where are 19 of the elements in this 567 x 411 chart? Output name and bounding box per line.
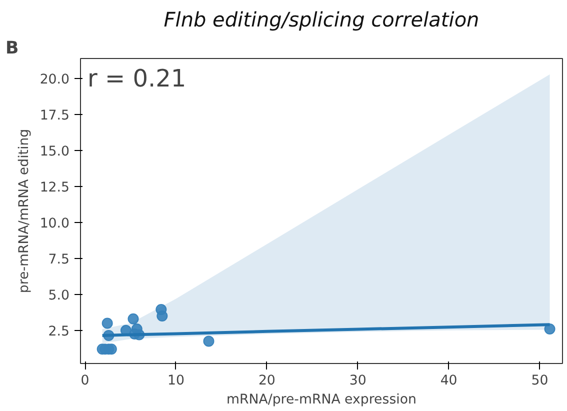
y-tick-label: 12.5 <box>40 180 70 196</box>
x-tick-label: 20 <box>258 374 276 388</box>
y-tick-label: 15.0 <box>40 144 70 160</box>
x-axis-title: mRNA/pre-mRNA expression <box>226 392 416 408</box>
y-tick-label: 17.5 <box>40 108 70 124</box>
y-tick-label: 10.0 <box>40 216 70 232</box>
chart-title: Flnb editing/splicing correlation <box>164 8 480 32</box>
y-tick-label: 5.0 <box>48 288 70 304</box>
x-tick-label: 30 <box>349 374 366 388</box>
annotation: r = 0.21 <box>88 64 186 92</box>
y-tick-label: 20.0 <box>40 72 70 88</box>
y-tick-label: 7.5 <box>48 252 70 268</box>
x-tick-label: 10 <box>168 374 184 388</box>
y-axis-title: pre-mRNA/mRNA editing <box>16 128 32 294</box>
x-tick-label: 50 <box>531 374 548 388</box>
x-tick-label: 40 <box>440 374 458 388</box>
x-tick-label: 0 <box>80 374 90 388</box>
y-tick-label: 2.5 <box>48 324 70 340</box>
text: B <box>6 38 19 58</box>
